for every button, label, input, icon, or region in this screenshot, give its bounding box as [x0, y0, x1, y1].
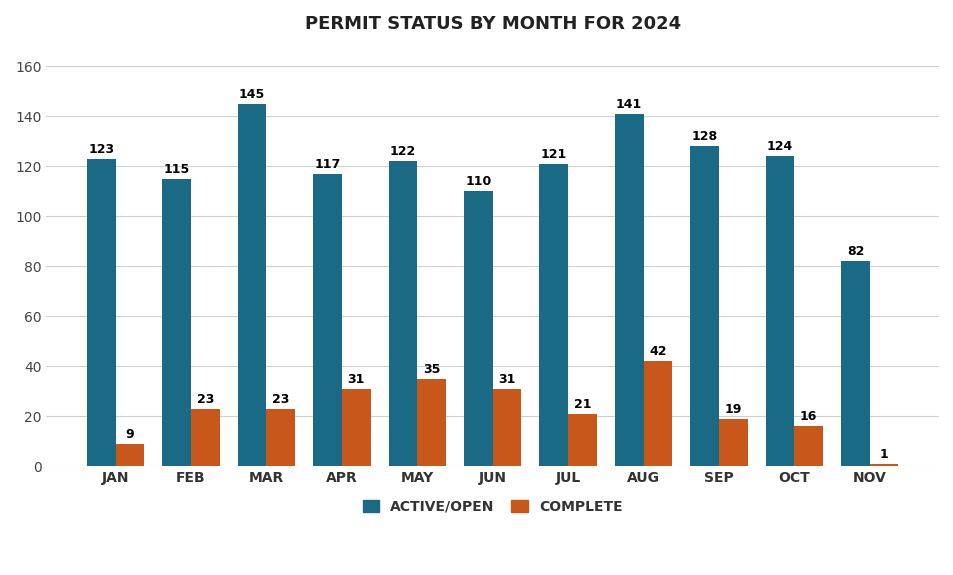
Text: 123: 123	[88, 143, 114, 156]
Bar	[538, 164, 567, 466]
Text: 31: 31	[347, 373, 364, 386]
Bar	[794, 426, 822, 466]
Bar	[841, 261, 869, 466]
Bar	[87, 159, 115, 466]
Text: 121: 121	[540, 148, 566, 161]
Bar	[643, 361, 672, 466]
Text: 124: 124	[766, 140, 792, 154]
Bar	[388, 162, 416, 466]
Bar	[115, 443, 144, 466]
Bar	[191, 409, 219, 466]
Bar	[615, 114, 643, 466]
Bar	[266, 409, 294, 466]
Text: 23: 23	[272, 393, 289, 405]
Text: 82: 82	[846, 246, 863, 258]
Text: 31: 31	[497, 373, 516, 386]
Text: 42: 42	[648, 345, 666, 358]
Text: 128: 128	[691, 131, 717, 143]
Bar	[690, 147, 719, 466]
Bar	[416, 378, 445, 466]
Text: 141: 141	[616, 98, 641, 111]
Text: 122: 122	[390, 145, 416, 158]
Text: 117: 117	[314, 158, 340, 171]
Bar	[341, 389, 370, 466]
Text: 16: 16	[800, 410, 817, 423]
Bar	[162, 179, 191, 466]
Text: 21: 21	[573, 397, 591, 411]
Bar	[567, 413, 597, 466]
Text: 1: 1	[879, 447, 887, 461]
Bar	[463, 191, 492, 466]
Text: 110: 110	[465, 175, 491, 189]
Text: 145: 145	[238, 88, 265, 101]
Bar	[765, 156, 794, 466]
Title: PERMIT STATUS BY MONTH FOR 2024: PERMIT STATUS BY MONTH FOR 2024	[304, 15, 680, 33]
Text: 23: 23	[196, 393, 213, 405]
Bar	[237, 104, 266, 466]
Text: 19: 19	[724, 402, 741, 416]
Text: 35: 35	[422, 363, 440, 375]
Text: 9: 9	[126, 428, 134, 440]
Bar	[313, 174, 341, 466]
Bar	[492, 389, 520, 466]
Bar	[719, 419, 747, 466]
Legend: ACTIVE/OPEN, COMPLETE: ACTIVE/OPEN, COMPLETE	[355, 493, 629, 521]
Bar	[869, 463, 898, 466]
Text: 115: 115	[163, 163, 190, 176]
